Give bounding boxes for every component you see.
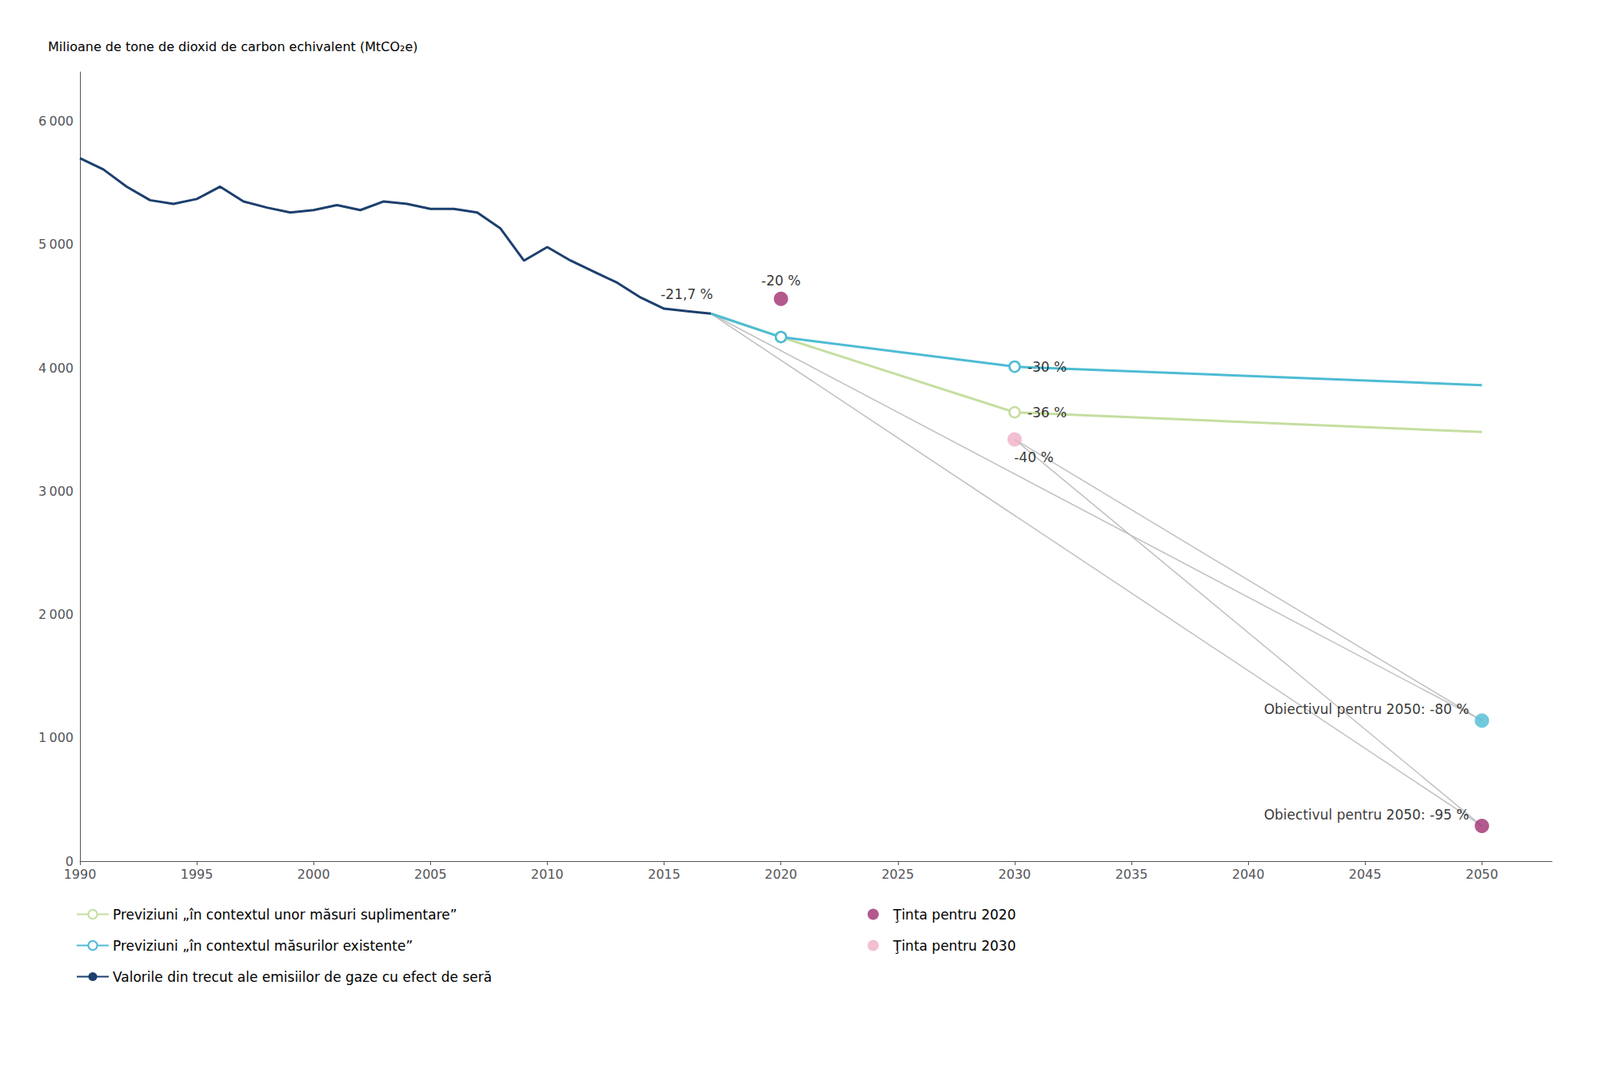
- svg-text:2045: 2045: [1348, 866, 1382, 882]
- svg-text:-20 %: -20 %: [761, 272, 801, 289]
- svg-text:-36 %: -36 %: [1027, 404, 1067, 421]
- svg-text:2050: 2050: [1465, 866, 1499, 882]
- svg-text:1990: 1990: [63, 866, 97, 882]
- svg-text:2010: 2010: [530, 866, 564, 882]
- svg-text:Previziuni „în contextul unor: Previziuni „în contextul unor măsuri sup…: [112, 906, 458, 923]
- svg-text:0: 0: [65, 853, 74, 869]
- svg-text:-21,7 %: -21,7 %: [660, 286, 714, 303]
- svg-text:2 000: 2 000: [38, 606, 74, 623]
- svg-text:Ţinta pentru 2030: Ţinta pentru 2030: [892, 937, 1017, 954]
- svg-text:Milioane de tone de dioxid de: Milioane de tone de dioxid de carbon ech…: [47, 39, 418, 55]
- svg-text:2000: 2000: [297, 866, 331, 882]
- svg-text:2035: 2035: [1115, 866, 1149, 882]
- svg-text:2015: 2015: [647, 866, 681, 882]
- svg-text:Previziuni „în contextul măsur: Previziuni „în contextul măsurilor exist…: [112, 937, 413, 954]
- svg-text:2025: 2025: [881, 866, 914, 882]
- svg-text:3 000: 3 000: [38, 483, 74, 499]
- svg-text:1 000: 1 000: [38, 730, 74, 746]
- svg-text:Ţinta pentru 2020: Ţinta pentru 2020: [892, 906, 1017, 923]
- svg-text:1995: 1995: [180, 866, 214, 882]
- svg-text:Obiectivul pentru 2050: -95 %: Obiectivul pentru 2050: -95 %: [1264, 806, 1470, 823]
- svg-text:5 000: 5 000: [38, 236, 74, 252]
- svg-text:2030: 2030: [998, 866, 1032, 882]
- svg-text:Valorile din trecut ale emisii: Valorile din trecut ale emisiilor de gaz…: [112, 969, 492, 986]
- svg-text:6 000: 6 000: [38, 113, 74, 129]
- svg-text:2005: 2005: [414, 866, 447, 882]
- svg-text:2020: 2020: [764, 866, 798, 882]
- svg-text:Obiectivul pentru 2050: -80 %: Obiectivul pentru 2050: -80 %: [1264, 701, 1470, 718]
- svg-text:-40 %: -40 %: [1013, 449, 1054, 466]
- svg-text:4 000: 4 000: [38, 360, 74, 376]
- svg-text:-30 %: -30 %: [1027, 359, 1067, 376]
- svg-text:2040: 2040: [1232, 866, 1265, 882]
